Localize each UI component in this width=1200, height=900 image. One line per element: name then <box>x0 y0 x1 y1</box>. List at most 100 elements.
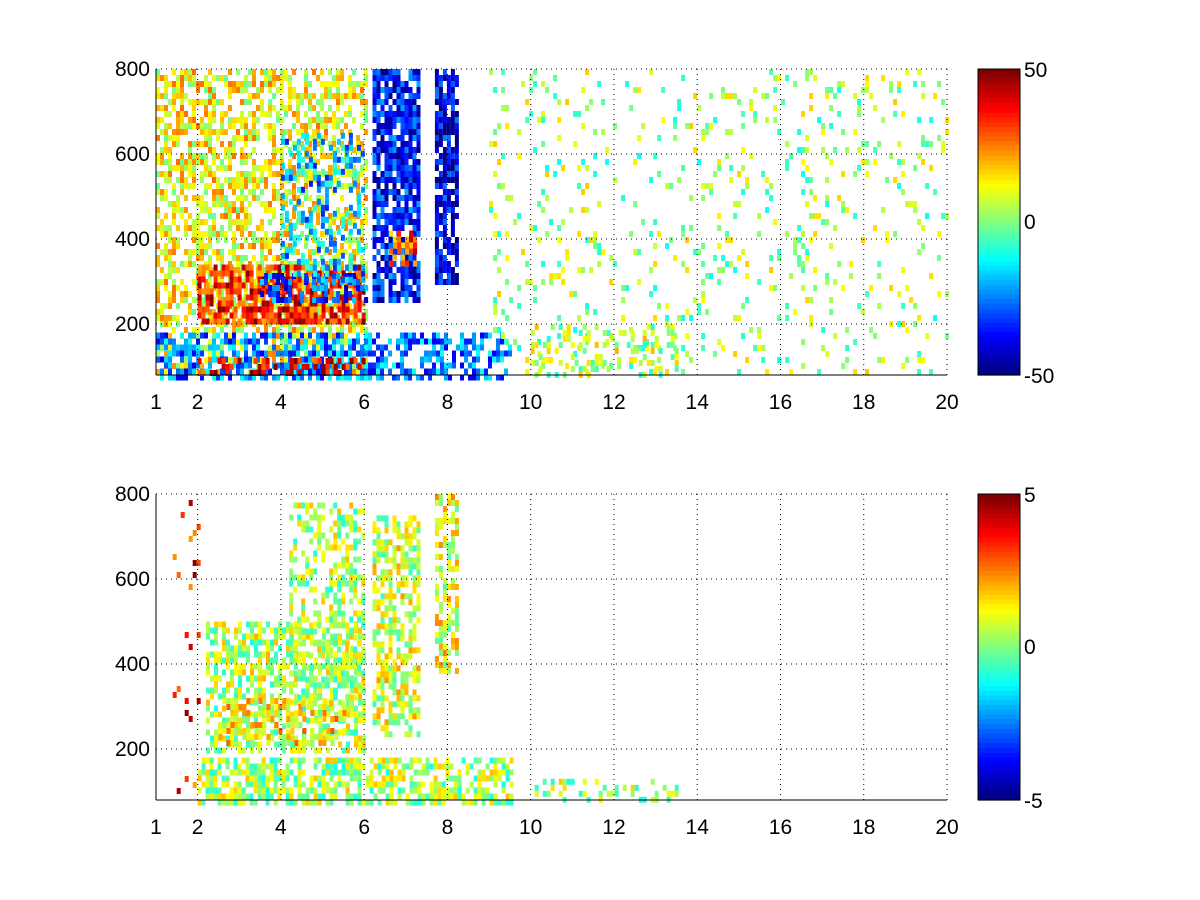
heat-cell <box>901 111 906 117</box>
heat-cell <box>328 333 332 339</box>
heat-cell <box>396 165 401 171</box>
heat-cell <box>376 75 381 81</box>
heat-cell <box>224 237 228 243</box>
heat-cell <box>268 332 272 339</box>
colorbar-step <box>978 188 1020 194</box>
heat-cell <box>285 306 290 313</box>
heat-cell <box>297 520 302 527</box>
heat-cell <box>408 171 413 177</box>
heat-cell <box>400 368 404 375</box>
heat-cell <box>420 362 424 369</box>
heat-cell <box>356 171 360 177</box>
heat-cell <box>741 303 746 309</box>
heat-cell <box>562 330 567 336</box>
heat-cell <box>216 279 220 285</box>
heat-cell <box>289 550 294 557</box>
heat-cell <box>328 180 333 187</box>
heat-cell <box>357 574 362 581</box>
heat-cell <box>881 357 886 363</box>
heat-cell <box>268 219 272 225</box>
heat-cell <box>337 514 342 521</box>
heat-cell <box>278 741 282 748</box>
heat-cell <box>270 627 274 634</box>
heat-cell <box>304 189 308 195</box>
heat-cell <box>168 231 172 237</box>
heat-cell <box>292 153 296 159</box>
heat-cell <box>342 639 346 646</box>
heat-cell <box>324 93 328 99</box>
heat-cell <box>412 255 417 261</box>
heat-cell <box>345 300 350 307</box>
heat-cell <box>472 332 476 339</box>
heat-cell <box>364 177 368 183</box>
heat-cell <box>245 264 250 271</box>
heat-cell <box>160 159 164 165</box>
heat-cell <box>196 213 200 219</box>
heat-cell <box>372 87 377 93</box>
heat-cell <box>705 183 710 189</box>
heat-cell <box>180 177 184 183</box>
heat-cell <box>274 675 278 682</box>
heat-cell <box>264 159 268 165</box>
heat-cell <box>156 213 160 219</box>
heat-cell <box>309 628 314 635</box>
heat-cell <box>238 729 242 736</box>
heat-cell <box>180 183 184 189</box>
heat-cell <box>380 356 384 363</box>
heat-cell <box>156 309 160 315</box>
heat-cell <box>396 362 400 369</box>
heat-cell <box>221 364 226 370</box>
heat-cell <box>901 189 906 195</box>
heat-cell <box>416 75 421 81</box>
heat-cell <box>176 374 180 381</box>
heat-cell <box>228 261 232 267</box>
heat-cell <box>657 303 662 309</box>
heat-cell <box>352 147 356 153</box>
heat-cell <box>264 327 268 333</box>
heat-cell <box>282 723 286 730</box>
heat-cell <box>204 243 208 249</box>
heat-cell <box>454 237 459 243</box>
heat-cell <box>352 264 357 271</box>
heat-cell <box>525 117 530 123</box>
heat-cell <box>701 195 706 201</box>
heat-cell <box>344 144 349 151</box>
heat-cell <box>252 81 256 87</box>
heat-cell <box>329 664 334 671</box>
heat-cell <box>480 344 484 351</box>
heat-cell <box>717 165 722 171</box>
heat-cell <box>348 132 353 139</box>
heat-cell <box>380 362 384 369</box>
heat-cell <box>408 261 413 267</box>
colorbar-step <box>978 322 1020 328</box>
heat-cell <box>400 356 404 363</box>
heat-cell <box>841 207 846 213</box>
heat-cell <box>442 213 447 219</box>
heat-cell <box>941 147 946 153</box>
heat-cell <box>184 315 188 321</box>
heat-cell <box>229 264 234 271</box>
heat-cell <box>200 129 204 135</box>
heat-cell <box>296 338 300 345</box>
heat-cell <box>601 129 606 135</box>
heat-cell <box>269 306 274 313</box>
heat-cell <box>236 207 240 213</box>
heat-cell <box>392 671 397 678</box>
heat-cell <box>361 532 366 539</box>
heat-cell <box>288 198 293 205</box>
heat-cell <box>236 255 240 261</box>
heat-cell <box>372 153 377 159</box>
heat-cell <box>280 192 285 199</box>
heat-cell <box>228 225 232 231</box>
heat-cell <box>721 93 726 99</box>
heat-cell <box>320 255 324 261</box>
heat-cell <box>765 189 770 195</box>
heat-cell <box>352 210 357 217</box>
heat-cell <box>294 722 299 728</box>
heat-cell <box>273 318 278 325</box>
heat-cell <box>353 586 358 593</box>
heat-cell <box>324 171 328 177</box>
heat-cell <box>380 231 385 237</box>
heat-cell <box>805 135 810 141</box>
heat-cell <box>268 285 273 291</box>
